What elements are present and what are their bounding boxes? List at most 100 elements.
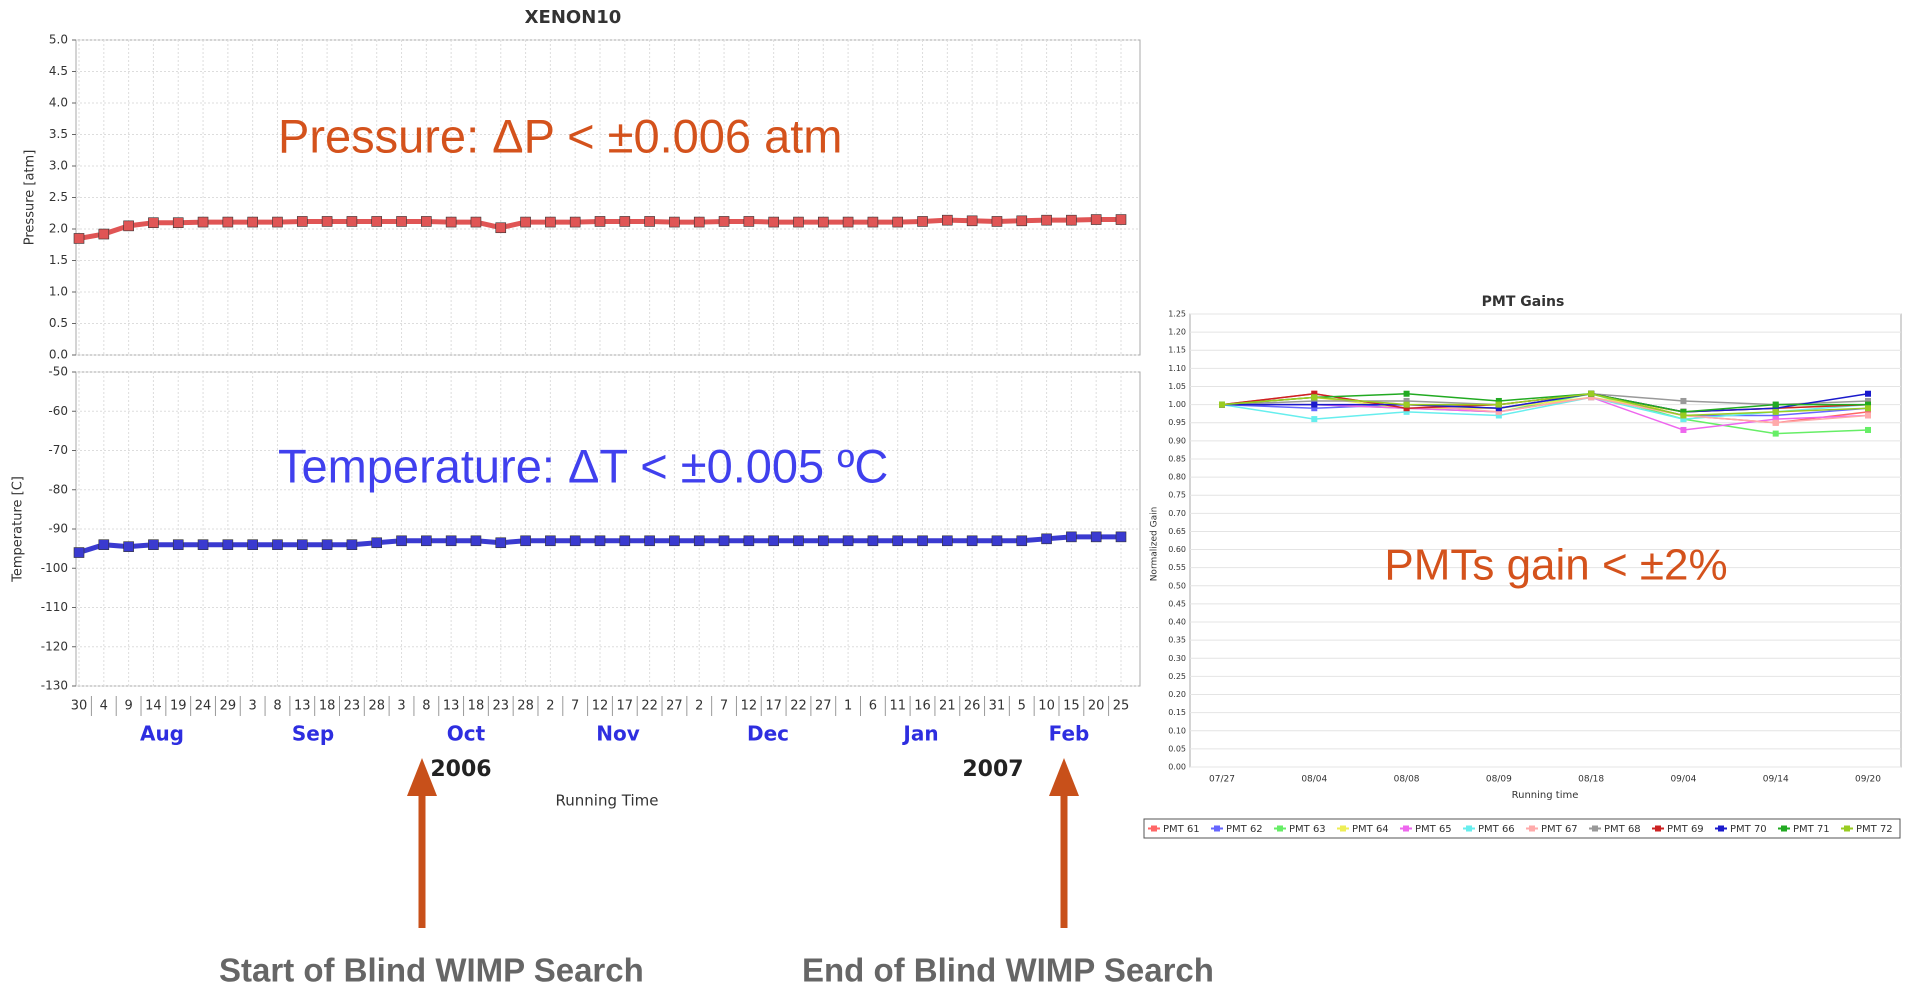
data-point bbox=[222, 539, 234, 551]
data-point bbox=[445, 216, 457, 228]
data-point bbox=[1403, 397, 1410, 404]
data-point bbox=[1041, 214, 1052, 226]
data-point bbox=[867, 535, 879, 547]
data-point bbox=[1772, 401, 1779, 408]
y-tick-label: 0.5 bbox=[49, 316, 68, 330]
data-point bbox=[346, 539, 358, 551]
data-point bbox=[1066, 214, 1077, 226]
y-tick-label: 0.65 bbox=[1168, 527, 1186, 536]
data-point bbox=[296, 539, 308, 551]
data-point bbox=[1680, 426, 1687, 433]
data-point bbox=[197, 539, 209, 551]
data-point bbox=[421, 216, 432, 227]
data-point bbox=[98, 539, 110, 551]
x-tick-label: 24 bbox=[195, 699, 212, 714]
data-point bbox=[743, 535, 755, 547]
data-point bbox=[197, 216, 209, 228]
y-axis-title: Temperature [C] bbox=[11, 476, 26, 583]
y-tick-label: 0.75 bbox=[1168, 491, 1186, 500]
data-point bbox=[966, 535, 978, 547]
month-label: Oct bbox=[447, 722, 486, 746]
year-label: 2007 bbox=[962, 757, 1023, 782]
month-label: Jan bbox=[901, 722, 938, 746]
data-point bbox=[619, 216, 631, 227]
x-tick-label: 18 bbox=[319, 699, 336, 714]
data-point bbox=[247, 539, 258, 551]
y-tick-label: 2.5 bbox=[49, 190, 68, 204]
data-point bbox=[842, 216, 854, 228]
data-point bbox=[123, 220, 134, 232]
data-point bbox=[396, 216, 407, 227]
x-axis-title: Running time bbox=[1512, 790, 1579, 801]
legend-label: PMT 66 bbox=[1478, 824, 1515, 835]
y-tick-label: 0.45 bbox=[1168, 599, 1186, 608]
year-label: 2006 bbox=[430, 757, 491, 782]
data-point bbox=[1495, 412, 1502, 419]
x-tick-label: 11 bbox=[889, 699, 906, 714]
month-label: Sep bbox=[292, 722, 334, 746]
y-tick-label: 0.0 bbox=[49, 348, 68, 362]
y-tick-label: 0.90 bbox=[1168, 436, 1186, 445]
y-axis-title: Pressure [atm] bbox=[23, 150, 38, 246]
series-line bbox=[1222, 392, 1869, 413]
y-tick-label: 0.40 bbox=[1168, 618, 1186, 627]
data-point bbox=[867, 216, 879, 228]
data-point bbox=[966, 215, 978, 227]
data-point bbox=[346, 216, 358, 227]
y-tick-label: 0.10 bbox=[1168, 726, 1186, 735]
data-point bbox=[421, 535, 432, 547]
y-tick-label: 1.15 bbox=[1168, 346, 1186, 355]
legend-marker bbox=[1214, 825, 1220, 832]
plot-area bbox=[1189, 313, 1902, 768]
month-label: Nov bbox=[596, 722, 640, 746]
data-point bbox=[172, 217, 184, 228]
data-point bbox=[371, 216, 383, 227]
data-point bbox=[917, 216, 928, 227]
x-tick-label: 19 bbox=[170, 699, 187, 714]
data-point bbox=[1403, 408, 1410, 415]
data-point bbox=[1865, 390, 1871, 397]
data-point bbox=[718, 535, 730, 547]
data-point bbox=[1772, 408, 1779, 415]
x-tick-label: 3 bbox=[397, 699, 405, 714]
data-point bbox=[222, 216, 234, 228]
legend-label: PMT 65 bbox=[1415, 824, 1452, 835]
legend-label: PMT 68 bbox=[1604, 824, 1641, 835]
annotation: Temperature: ΔT < ±0.005 ºC bbox=[278, 439, 888, 492]
x-tick-label: 21 bbox=[939, 699, 956, 714]
data-point bbox=[991, 216, 1003, 227]
y-tick-label: 0.35 bbox=[1168, 636, 1186, 645]
x-tick-label: 08/09 bbox=[1486, 775, 1512, 785]
data-point bbox=[470, 535, 482, 547]
data-point bbox=[942, 214, 953, 226]
y-tick-label: 2.0 bbox=[49, 222, 68, 236]
data-point bbox=[768, 216, 779, 228]
y-tick-label: 5.0 bbox=[49, 33, 68, 47]
x-tick-label: 3 bbox=[249, 699, 257, 714]
annotation: Pressure: ΔP < ±0.006 atm bbox=[278, 109, 842, 162]
y-tick-label: -70 bbox=[48, 443, 68, 457]
data-point bbox=[1865, 408, 1871, 415]
legend-marker bbox=[1781, 825, 1787, 832]
x-tick-label: 27 bbox=[815, 699, 832, 714]
data-point bbox=[669, 535, 680, 547]
data-point bbox=[1772, 405, 1779, 412]
y-tick-label: -90 bbox=[48, 522, 68, 536]
legend-label: PMT 64 bbox=[1352, 824, 1389, 835]
data-point bbox=[1588, 390, 1595, 397]
legend-marker bbox=[1277, 825, 1283, 832]
data-point bbox=[569, 216, 581, 228]
y-tick-label: 0.20 bbox=[1168, 690, 1186, 699]
data-point bbox=[1115, 531, 1127, 543]
data-point bbox=[73, 233, 85, 244]
data-point bbox=[1311, 401, 1318, 408]
data-point bbox=[1403, 405, 1410, 412]
x-tick-label: 08/18 bbox=[1578, 775, 1604, 785]
legend-label: PMT 62 bbox=[1226, 824, 1263, 835]
data-point bbox=[768, 535, 779, 547]
data-point bbox=[1865, 426, 1871, 433]
y-tick-label: -110 bbox=[41, 600, 68, 614]
series-line bbox=[1221, 392, 1868, 413]
x-tick-label: 27 bbox=[666, 699, 683, 714]
data-point bbox=[1066, 531, 1077, 543]
